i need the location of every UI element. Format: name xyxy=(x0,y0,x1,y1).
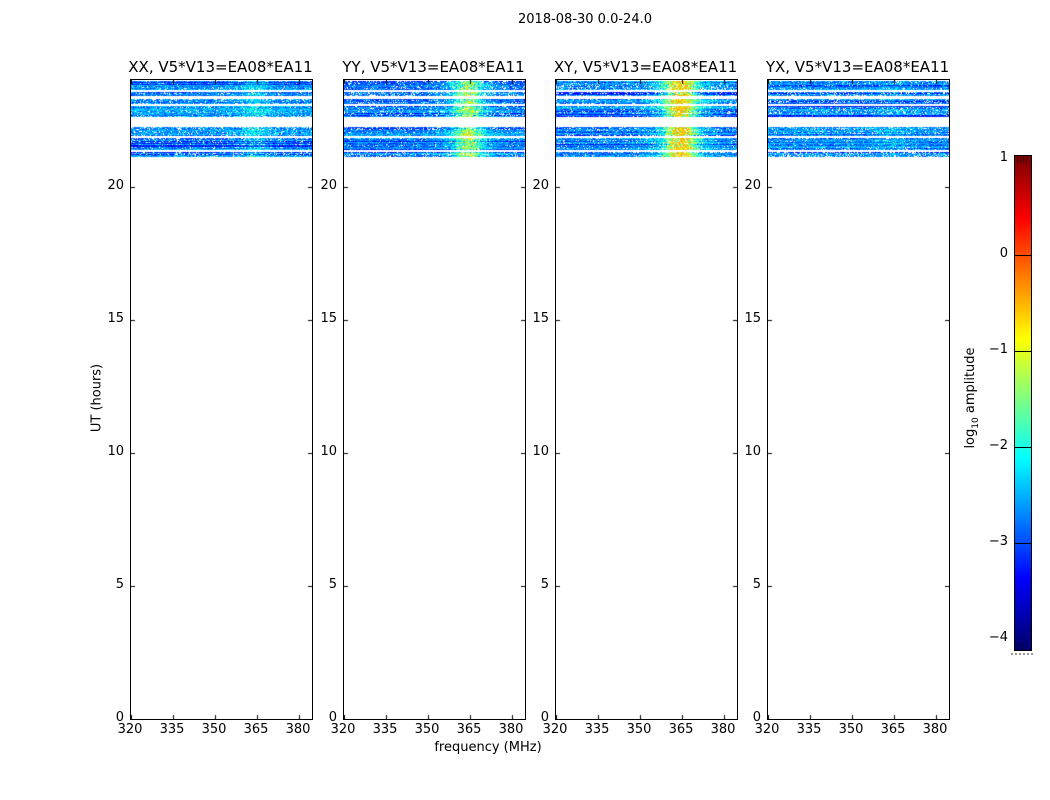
y-tick-label: 15 xyxy=(107,310,124,326)
y-axis-label: UT (hours) xyxy=(89,363,105,433)
colorbar-tick-line xyxy=(1015,254,1031,256)
x-tick-label: 350 xyxy=(201,722,227,737)
y-tick-label: 5 xyxy=(115,576,124,592)
y-tick-label: 20 xyxy=(532,177,549,193)
colorbar-tick-label: 1 xyxy=(999,149,1008,165)
colorbar xyxy=(1014,155,1032,651)
y-tick-label: 15 xyxy=(320,310,337,326)
x-tick-label: 380 xyxy=(498,722,524,737)
panel-title-xy: XY, V5*V13=EA08*EA11 xyxy=(553,58,738,76)
y-tick-label: 0 xyxy=(328,710,337,725)
x-tick-label: 380 xyxy=(710,722,736,737)
y-tick-label: 15 xyxy=(744,310,761,326)
x-tick-label: 365 xyxy=(668,722,694,737)
spectrogram-canvas-xy xyxy=(556,80,737,719)
x-tick-label: 320 xyxy=(754,722,780,737)
y-tick-label: 10 xyxy=(107,443,124,459)
colorbar-end-hatch-bottom xyxy=(1017,643,1029,650)
spectrogram-panel-yx xyxy=(767,79,950,720)
x-tick-label: 350 xyxy=(414,722,440,737)
y-tick-label: 15 xyxy=(532,310,549,326)
y-tick-label: 20 xyxy=(744,177,761,193)
x-tick-label: 365 xyxy=(243,722,269,737)
colorbar-tick-line xyxy=(1015,350,1031,352)
x-tick-label: 335 xyxy=(159,722,185,737)
colorbar-bottom-dots xyxy=(1011,653,1033,655)
x-tick-label: 365 xyxy=(880,722,906,737)
y-tick-label: 10 xyxy=(744,443,761,459)
y-tick-label: 0 xyxy=(540,710,549,725)
spectrogram-panel-yy xyxy=(343,79,526,720)
x-tick-label: 320 xyxy=(330,722,356,737)
spectrogram-canvas-yx xyxy=(768,80,949,719)
colorbar-tick-label: −3 xyxy=(988,533,1008,549)
x-axis-label: frequency (MHz) xyxy=(434,740,542,755)
colorbar-tick-label: 0 xyxy=(999,245,1008,261)
colorbar-tick-label: −2 xyxy=(988,437,1008,453)
colorbar-tick-line xyxy=(1015,542,1031,544)
panel-title-yy: YY, V5*V13=EA08*EA11 xyxy=(342,58,525,76)
y-tick-label: 20 xyxy=(107,177,124,193)
y-tick-label: 5 xyxy=(328,576,337,592)
y-tick-label: 20 xyxy=(320,177,337,193)
x-tick-label: 320 xyxy=(542,722,568,737)
y-tick-label: 5 xyxy=(752,576,761,592)
x-tick-label: 380 xyxy=(922,722,948,737)
spectrogram-panel-xx xyxy=(130,79,313,720)
colorbar-tick-label: −1 xyxy=(988,341,1008,357)
x-tick-label: 335 xyxy=(584,722,610,737)
y-tick-label: 0 xyxy=(115,710,124,725)
x-tick-label: 335 xyxy=(796,722,822,737)
x-tick-label: 320 xyxy=(117,722,143,737)
y-tick-label: 0 xyxy=(752,710,761,725)
y-tick-label: 10 xyxy=(532,443,549,459)
y-tick-label: 5 xyxy=(540,576,549,592)
spectrogram-canvas-xx xyxy=(131,80,312,719)
colorbar-end-hatch-top xyxy=(1017,156,1029,163)
colorbar-tick-line xyxy=(1015,446,1031,448)
colorbar-label: log10 amplitude xyxy=(963,347,981,449)
panel-title-xx: XX, V5*V13=EA08*EA11 xyxy=(128,58,313,76)
spectrogram-panel-xy xyxy=(555,79,738,720)
spectrogram-canvas-yy xyxy=(344,80,525,719)
x-tick-label: 335 xyxy=(372,722,398,737)
x-tick-label: 350 xyxy=(626,722,652,737)
x-tick-label: 350 xyxy=(838,722,864,737)
x-tick-label: 365 xyxy=(456,722,482,737)
y-tick-label: 10 xyxy=(320,443,337,459)
figure-title: 2018-08-30 0.0-24.0 xyxy=(518,12,652,27)
x-tick-label: 380 xyxy=(285,722,311,737)
colorbar-tick-label: −4 xyxy=(988,629,1008,645)
panel-title-yx: YX, V5*V13=EA08*EA11 xyxy=(765,58,950,76)
colorbar-gradient xyxy=(1015,156,1031,650)
